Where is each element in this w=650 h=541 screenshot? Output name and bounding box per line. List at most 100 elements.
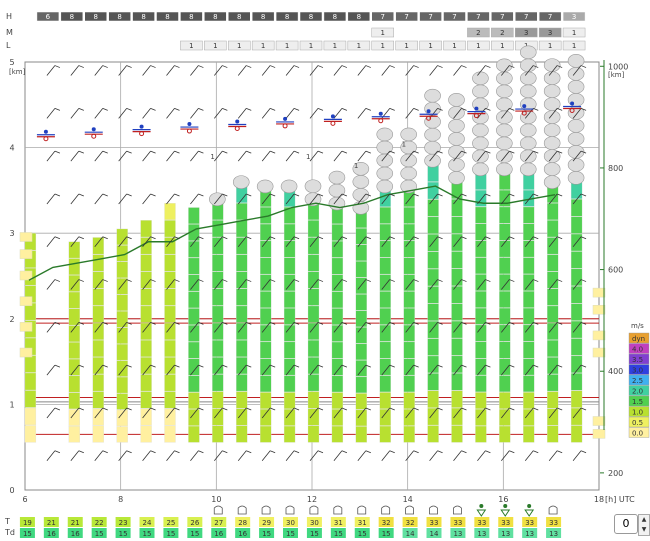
cumulus-cloud [543,71,561,85]
wind-barb [285,321,300,333]
thermal-segment [140,340,152,357]
high-cloud-value: 8 [70,13,74,21]
cumulus-mark: 1 [306,153,310,161]
high-cloud-value: 8 [165,13,169,21]
wind-barb [214,193,228,205]
low-cloud-value: 1 [213,42,217,50]
thermal-segment [475,409,487,426]
legend-swatch [628,353,650,365]
wind-barb [333,107,348,119]
cumulus-cloud [328,196,346,211]
wind-barb [142,321,156,333]
high-cloud-cell [515,11,538,22]
x-tick: 6 [22,495,27,504]
cumulus-cloud [543,84,561,98]
T-value: 25 [166,519,175,527]
hour-spinner-arrows-icon[interactable]: ▲ ▼ [638,514,650,536]
thermal-segment [403,240,415,258]
wind-barb [429,321,443,333]
low-cloud-value: 1 [357,42,361,50]
Td-label: Td [4,528,15,537]
wind-barb [453,321,467,333]
thermal-segment [260,240,272,258]
thermal-segment [260,409,272,426]
T-value: 33 [477,519,486,527]
T-value: 33 [430,519,439,527]
wind-barb [70,107,84,119]
wind-barb [477,279,491,290]
low-cloud-cell [419,40,442,51]
thermal-segment [475,358,487,376]
Td-cell [330,528,346,538]
wind-barb [142,407,156,419]
thermal-segment [188,207,200,224]
Td-value: 15 [119,530,128,538]
wind-barb [357,193,371,205]
thermal-segment [403,358,415,376]
low-cloud-cell [251,40,275,51]
thermal-segment [570,216,583,234]
wind-barb [214,450,228,462]
low-cloud-cell [347,40,371,51]
cumulus-cloud [328,183,346,198]
thermal-segment [475,291,487,308]
T-cell [259,517,275,527]
wind-barb [166,193,180,205]
hour-spinner-input[interactable]: 0 [614,514,638,534]
thermal-segment [236,340,248,357]
wind-barb [214,279,228,290]
Td-value: 16 [71,530,80,538]
legend-swatch [628,332,650,344]
thermal-segment [331,325,344,342]
thermal-segment [570,320,583,339]
wind-barb [190,107,204,119]
x-tick: 8 [118,495,123,504]
thermal-segment [355,244,367,261]
cumulus-cloud [352,175,370,189]
wind-barb [118,236,132,248]
thermal-segment [427,373,439,391]
T-cell [211,517,227,527]
wind-barb [572,407,587,419]
low-cloud-value: 1 [333,42,337,50]
wind-barb [381,321,395,333]
thermal-segment [547,288,559,306]
high-cloud-value: 8 [141,13,145,21]
thermal-segment [570,373,583,391]
cumulus-cloud [256,179,274,194]
thermal-segment [547,322,559,340]
y-right-tick: 800 [608,164,623,173]
cumulus-cloud [424,88,441,103]
cumulus-cloud [567,54,585,68]
thermal-segment [212,374,224,392]
cloud-icon [333,505,343,515]
wind-barb [572,236,587,248]
thermal-segment [92,288,104,306]
thermal-segment [451,338,463,356]
thermal-segment [307,220,320,238]
wind-barb [214,321,228,333]
T-cell [187,517,203,527]
thunder-dot-icon [503,504,508,508]
wind-barb [285,107,300,119]
shower-triangle-icon [500,509,511,517]
high-cloud-cell [228,11,251,22]
thermal-segment [283,257,296,275]
thermal-segment [164,288,176,306]
wind-barb [477,236,491,248]
pale-box [19,232,33,242]
thermal-segment [307,425,320,443]
thermal-segment [92,322,104,340]
cumulus-cloud [232,175,250,189]
wind-barb [190,450,204,462]
thermal-segment [116,327,128,344]
wind-barb [333,279,348,290]
thermal-segment [523,392,535,409]
wind-barb [501,236,515,248]
Td-cell [306,528,322,538]
wind-barb [46,193,61,205]
wind-barb [94,321,108,333]
thermal-segment [475,240,487,258]
low-cloud-value: 1 [285,42,289,50]
high-cloud-cell [562,11,586,22]
